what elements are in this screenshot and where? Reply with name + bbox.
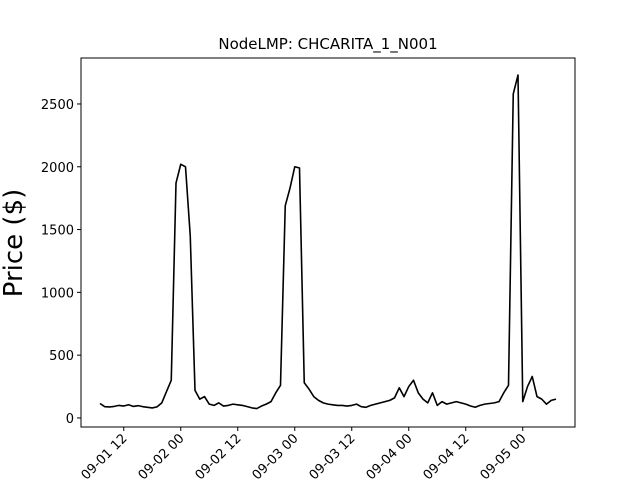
y-tick-label: 1500 — [41, 224, 74, 239]
y-tick-label: 1000 — [41, 286, 74, 301]
y-tick-label: 2000 — [41, 161, 74, 176]
x-tick-label: 09-01 12 — [79, 431, 131, 480]
y-axis-label: Price ($) — [0, 189, 29, 298]
price-line — [99, 74, 557, 410]
x-tick-label: 09-04 00 — [364, 431, 416, 480]
chart-title: NodeLMP: CHCARITA_1_N001 — [218, 35, 437, 54]
y-tick-label: 0 — [66, 412, 74, 427]
y-tick-label: 500 — [49, 349, 74, 364]
x-tick-label: 09-05 00 — [478, 431, 530, 480]
y-tick-label: 2500 — [41, 98, 74, 113]
x-tick-label: 09-03 00 — [250, 431, 302, 480]
plot-frame — [80, 57, 576, 428]
x-tick-label: 09-04 12 — [421, 431, 473, 480]
x-tick-label: 09-02 00 — [136, 431, 188, 480]
x-tick-label: 09-02 12 — [193, 431, 245, 480]
x-tick-label: 09-03 12 — [307, 431, 359, 480]
